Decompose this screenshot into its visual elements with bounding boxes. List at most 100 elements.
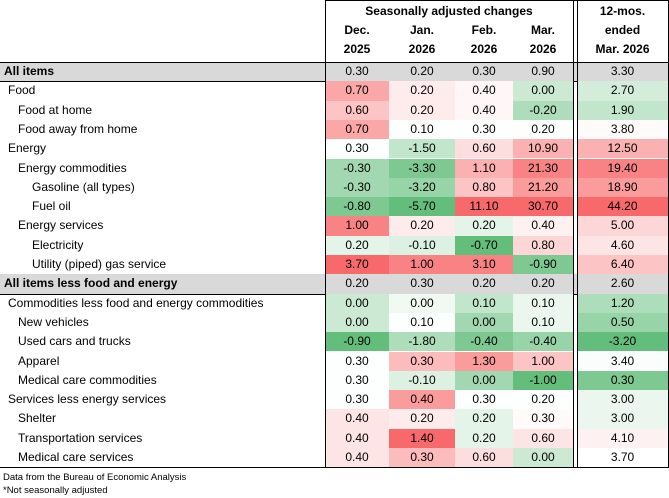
row-label: Food at home [18, 102, 93, 117]
value-cell: -0.10 [389, 370, 455, 391]
value-cell: 0.30 [513, 409, 573, 429]
row-label: Services less energy services [8, 392, 167, 407]
value-cell: 3.70 [325, 255, 389, 275]
value-cell: 0.30 [455, 119, 513, 140]
value-cell: 30.70 [513, 197, 573, 217]
value-cell: 0.30 [325, 62, 389, 82]
value-cell: 4.10 [577, 428, 668, 448]
value-cell: 0.40 [325, 428, 389, 448]
value-cell: -3.20 [577, 332, 668, 352]
value-cell: 0.00 [513, 81, 573, 101]
value-cell: 0.20 [455, 409, 513, 429]
value-cell: 0.50 [577, 312, 668, 333]
month-header: Feb. [471, 23, 497, 37]
value-cell: 44.20 [577, 197, 668, 217]
value-cell: 0.60 [325, 100, 389, 120]
value-cell: 18.90 [577, 177, 668, 198]
row-label: All items less food and energy [4, 276, 178, 291]
value-cell: 0.30 [389, 448, 455, 468]
value-cell: 0.40 [325, 409, 389, 429]
value-cell: 0.10 [389, 119, 455, 140]
value-cell: 0.20 [389, 409, 455, 429]
value-cell: 0.60 [513, 428, 573, 448]
value-cell: -1.00 [513, 370, 573, 391]
value-cell: 0.00 [455, 312, 513, 333]
rule [325, 0, 669, 1]
value-cell: -0.40 [455, 332, 513, 352]
value-cell: 0.20 [389, 62, 455, 82]
value-cell: -0.10 [389, 235, 455, 255]
row-label: Fuel oil [32, 199, 71, 214]
rule [573, 0, 574, 468]
row-label: Medical care commodities [18, 372, 157, 387]
value-cell: -0.70 [455, 235, 513, 255]
value-cell: -0.30 [325, 158, 389, 178]
value-cell: 3.00 [577, 390, 668, 410]
row-label: Food away from home [18, 121, 138, 136]
value-cell: 11.10 [455, 197, 513, 217]
value-cell: 3.70 [577, 448, 668, 468]
value-cell: 0.20 [325, 274, 389, 294]
value-cell: 0.10 [389, 312, 455, 333]
value-cell: 1.10 [455, 158, 513, 178]
month-header: 2026 [470, 42, 498, 56]
group-header: Seasonally adjusted changes [365, 4, 533, 18]
value-cell: 0.90 [513, 62, 573, 82]
value-cell: 0.30 [325, 370, 389, 391]
value-cell: 0.30 [389, 274, 455, 294]
value-cell: -5.70 [389, 197, 455, 217]
month-header: Jan. [409, 23, 434, 37]
value-cell: 0.30 [389, 351, 455, 371]
value-cell: -0.40 [513, 332, 573, 352]
value-cell: 1.40 [389, 428, 455, 448]
value-cell: -1.50 [389, 139, 455, 159]
value-cell: -0.20 [513, 100, 573, 120]
value-cell: 3.00 [577, 409, 668, 429]
value-cell: 0.30 [455, 62, 513, 82]
value-cell: 6.40 [577, 255, 668, 275]
value-cell: 0.10 [455, 293, 513, 313]
rule [0, 467, 669, 469]
row-label: Gasoline (all types) [32, 179, 135, 194]
value-cell: 0.70 [325, 119, 389, 140]
value-cell: 0.40 [513, 216, 573, 236]
row-label: Energy commodities [18, 160, 127, 175]
row-label: New vehicles [18, 314, 89, 329]
month-header: 2026 [529, 42, 557, 56]
value-cell: 1.00 [389, 255, 455, 275]
value-cell: 21.20 [513, 177, 573, 198]
value-cell: 0.20 [455, 274, 513, 294]
value-cell: 5.00 [577, 216, 668, 236]
value-cell: -0.30 [325, 177, 389, 198]
value-cell: 0.60 [455, 139, 513, 159]
value-cell: 1.30 [455, 351, 513, 371]
value-cell: 21.30 [513, 158, 573, 178]
value-cell: 0.00 [325, 293, 389, 313]
month-header: Mar. [530, 23, 555, 37]
row-label: Energy services [18, 218, 104, 233]
row-label: Transportation services [18, 430, 143, 445]
value-cell: 0.40 [455, 100, 513, 120]
value-cell: -3.20 [389, 177, 455, 198]
footnote: Data from the Bureau of Economic Analysi… [3, 472, 187, 484]
value-cell: 0.40 [325, 448, 389, 468]
value-cell: 2.70 [577, 81, 668, 101]
value-cell: 0.70 [325, 81, 389, 101]
rule [577, 0, 578, 468]
trailing-header: ended [604, 23, 641, 37]
month-header: 2025 [343, 42, 371, 56]
value-cell: 0.00 [325, 312, 389, 333]
value-cell: 3.10 [455, 255, 513, 275]
value-cell: 12.50 [577, 139, 668, 159]
value-cell: 0.40 [389, 390, 455, 410]
row-label: Used cars and trucks [18, 334, 131, 349]
row-label: Energy [8, 141, 47, 156]
row-label: Electricity [32, 237, 84, 252]
trailing-header: 12-mos. [599, 4, 646, 18]
value-cell: 0.30 [325, 390, 389, 410]
month-header: Dec. [344, 23, 370, 37]
value-cell: 0.20 [389, 81, 455, 101]
value-cell: 0.00 [455, 370, 513, 391]
value-cell: 1.00 [325, 216, 389, 236]
row-label: Commodities less food and energy commodi… [8, 295, 264, 310]
